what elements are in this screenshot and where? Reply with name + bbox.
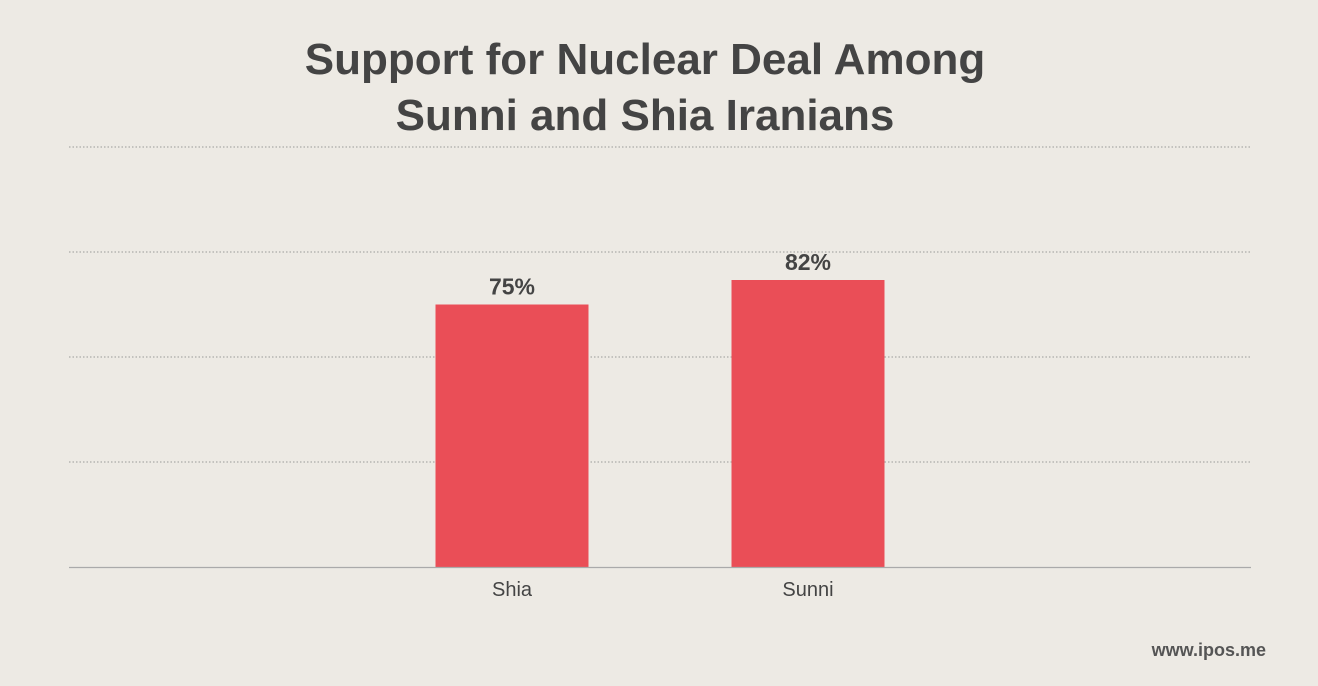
bar-sunni (731, 280, 885, 567)
data-label-shia: 75% (489, 274, 535, 300)
category-label-sunni: Sunni (782, 579, 833, 601)
bar-shia (435, 304, 589, 567)
data-label-sunni: 82% (785, 249, 831, 275)
chart-title-line-2: Sunni and Shia Iranians (395, 91, 895, 140)
category-label-shia: Shia (492, 579, 533, 601)
chart-title: Support for Nuclear Deal Among Sunni and… (0, 32, 1290, 144)
chart-title-line-1: Support for Nuclear Deal Among (304, 35, 986, 84)
source-credit: www.ipos.me (1151, 640, 1266, 660)
